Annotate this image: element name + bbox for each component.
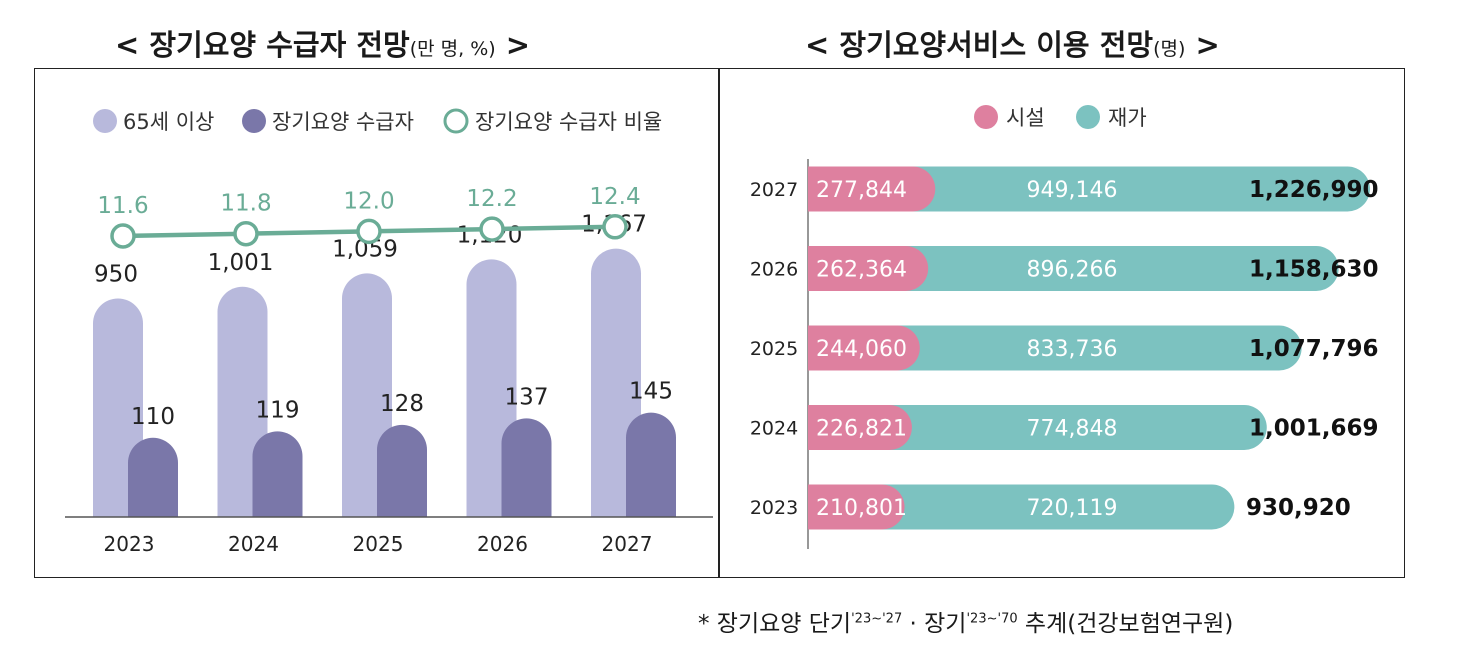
- legend-swatch-facility: [974, 105, 998, 129]
- facility-value-label: 244,060: [816, 337, 907, 362]
- home-value-label: 720,119: [1027, 496, 1118, 521]
- home-bar: [808, 246, 1339, 291]
- service-chart: 시설 재가 2027 277,844 949,146 1,226,990 2026 262…: [750, 105, 1379, 549]
- right-chart-title: < 장기요양서비스 이용 전망(명) >: [805, 22, 1220, 64]
- year-tick-label: 2026: [750, 259, 798, 281]
- footnote-sup-long: '23~'70: [966, 611, 1018, 627]
- total-value-label: 1,077,796: [1249, 336, 1379, 362]
- recipient-chart-panel: 65세 이상 장기요양 수급자 장기요양 수급자 비율 950 110 1,001 1…: [34, 68, 720, 578]
- left-chart-title-unit: (만 명, %): [409, 38, 496, 60]
- year-tick-label: 2024: [750, 418, 798, 440]
- facility-value-label: 226,821: [816, 417, 907, 442]
- facility-bar-base: [808, 405, 831, 450]
- total-value-label: 930,920: [1246, 495, 1351, 521]
- facility-bar: [808, 484, 905, 530]
- home-bar: [808, 405, 1267, 450]
- facility-bar: [808, 246, 929, 291]
- ratio-value-label: 11.6: [97, 193, 148, 219]
- ratio-value-label: 12.4: [589, 184, 640, 210]
- ratio-point: [110, 223, 136, 249]
- footnote-prefix: * 장기요양 단기: [698, 611, 852, 637]
- facility-bar: [808, 325, 920, 371]
- ratio-value-label: 12.2: [466, 186, 517, 212]
- recipient-bar: [626, 412, 676, 517]
- left-chart-title-end: >: [495, 28, 531, 62]
- service-legend: 시설 재가: [974, 105, 1147, 130]
- recipient-bar: [501, 418, 552, 517]
- legend-label-ratio: 장기요양 수급자 비율: [475, 110, 662, 134]
- year-tick-label: 2023: [750, 497, 798, 519]
- recipient-value-label: 137: [505, 384, 549, 410]
- home-bar: [808, 484, 1235, 530]
- footnote-mid: · 장기: [902, 611, 967, 637]
- year-tick-label: 2024: [228, 532, 279, 556]
- recipient-bar: [376, 424, 427, 517]
- home-value-label: 949,146: [1027, 178, 1118, 203]
- ratio-point: [602, 214, 628, 240]
- year-tick-label: 2027: [750, 179, 798, 201]
- home-bar: [808, 325, 1302, 371]
- ratio-point: [356, 218, 382, 245]
- total-value-label: 1,001,669: [1249, 416, 1379, 442]
- legend-label-recipient: 장기요양 수급자: [272, 110, 414, 134]
- left-chart-title-text: < 장기요양 수급자 전망: [115, 28, 410, 62]
- legend-swatch-recipient: [242, 109, 266, 133]
- facility-bar-base: [808, 166, 831, 212]
- recipient-legend: 65세 이상 장기요양 수급자 장기요양 수급자 비율: [93, 108, 662, 134]
- right-chart-title-end: >: [1185, 28, 1220, 62]
- senior-value-label: 950: [94, 262, 138, 288]
- right-chart-title-text: < 장기요양서비스 이용 전망: [805, 28, 1154, 62]
- home-value-label: 774,848: [1027, 417, 1118, 442]
- senior-value-label: 1,001: [208, 250, 274, 276]
- year-tick-label: 2025: [750, 338, 798, 360]
- recipient-chart: 65세 이상 장기요양 수급자 장기요양 수급자 비율 950 110 1,001 1…: [65, 108, 713, 556]
- ratio-value-label: 11.8: [220, 191, 271, 217]
- legend-label-senior: 65세 이상: [123, 110, 214, 134]
- total-value-label: 1,226,990: [1249, 177, 1379, 203]
- legend-swatch-senior: [93, 109, 117, 133]
- footnote: * 장기요양 단기'23~'27 · 장기'23~'70 추계(건강보험연구원): [698, 604, 1233, 638]
- year-tick-label: 2023: [104, 532, 155, 556]
- footnote-sup-short: '23~'27: [851, 611, 903, 627]
- legend-swatch-home: [1076, 105, 1100, 129]
- recipient-bar: [128, 437, 178, 517]
- facility-bar: [808, 166, 936, 212]
- recipient-value-label: 145: [629, 379, 673, 405]
- legend-label-facility: 시설: [1006, 106, 1045, 130]
- recipient-value-label: 110: [131, 404, 175, 430]
- recipient-value-label: 119: [256, 397, 300, 423]
- facility-bar-base: [808, 246, 831, 291]
- legend-label-home: 재가: [1108, 106, 1147, 130]
- ratio-point: [233, 220, 259, 247]
- facility-value-label: 277,844: [816, 178, 907, 203]
- recipient-bar: [252, 431, 303, 517]
- left-chart-title: < 장기요양 수급자 전망(만 명, %) >: [115, 22, 530, 64]
- facility-value-label: 262,364: [816, 258, 907, 283]
- year-tick-label: 2027: [602, 532, 653, 556]
- recipient-value-label: 128: [380, 391, 424, 417]
- ratio-value-label: 12.0: [343, 188, 394, 214]
- facility-value-label: 210,801: [816, 496, 907, 521]
- home-bar: [808, 166, 1370, 212]
- right-chart-title-unit: (명): [1153, 38, 1186, 60]
- total-value-label: 1,158,630: [1249, 257, 1379, 283]
- footnote-suffix: 추계(건강보험연구원): [1017, 611, 1234, 637]
- home-value-label: 833,736: [1027, 337, 1118, 362]
- year-tick-label: 2025: [353, 532, 404, 556]
- facility-bar-base: [808, 325, 831, 371]
- facility-bar-base: [808, 484, 831, 530]
- service-chart-panel: 시설 재가 2027 277,844 949,146 1,226,990 2026 262…: [718, 68, 1405, 578]
- facility-bar: [808, 405, 912, 450]
- ratio-point: [479, 216, 505, 242]
- year-tick-label: 2026: [477, 532, 528, 556]
- legend-swatch-ratio: [443, 108, 469, 134]
- home-value-label: 896,266: [1027, 258, 1118, 283]
